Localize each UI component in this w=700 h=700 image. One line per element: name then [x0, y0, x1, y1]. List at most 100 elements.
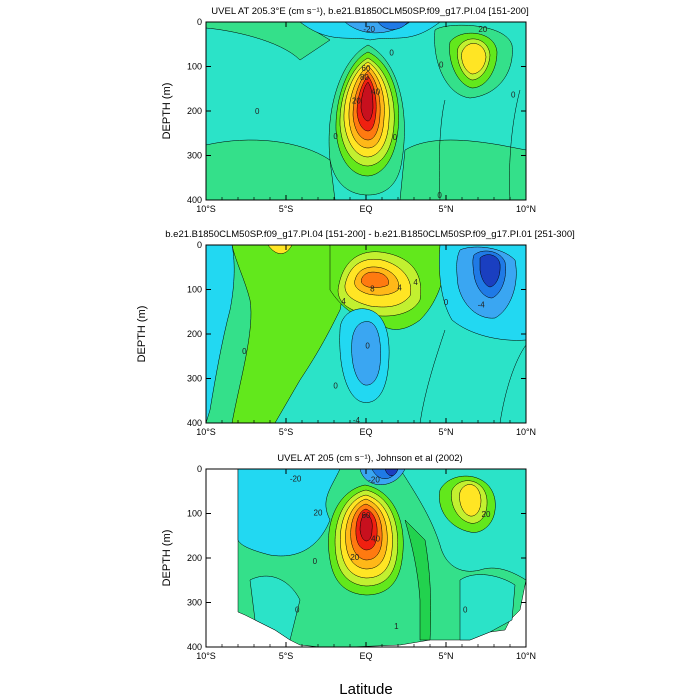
contour-label: -4	[478, 300, 486, 309]
contour-label: 0	[439, 60, 444, 69]
panel-3-title: UVEL AT 205 (cm s⁻¹), Johnson et al (200…	[277, 453, 462, 464]
panel-1: UVEL AT 205.3°E (cm s⁻¹), b.e21.B1850CLM…	[161, 6, 536, 214]
contour-label: 8	[370, 285, 375, 294]
panel-1-fill-band	[360, 81, 374, 122]
y-tick-label: 400	[187, 418, 202, 428]
x-tick-label: 5°N	[438, 427, 453, 437]
contour-label: 60	[362, 64, 371, 73]
contour-label: 0	[511, 91, 516, 100]
x-tick-label: 10°S	[196, 651, 216, 661]
contour-label: 0	[313, 557, 318, 566]
contour-label: 4	[341, 297, 346, 306]
panel-1-fill-band	[461, 43, 487, 75]
y-tick-label: 300	[187, 374, 202, 384]
panel-2-contour-labels: 4 8 4 4 -4 0 0 0 0 -4	[242, 278, 485, 425]
panel-1-fill-band	[399, 139, 526, 200]
panel-2: b.e21.B1850CLM50SP.f09_g17.PI.04 [151-20…	[136, 229, 575, 437]
x-tick-label: 5°S	[279, 204, 294, 214]
panel-3-ylabel: DEPTH (m)	[161, 530, 173, 587]
panel-3-fill-band	[237, 469, 341, 557]
y-tick-label: 200	[187, 329, 202, 339]
x-axis-label: Latitude	[339, 681, 392, 698]
contour-label: -20	[368, 475, 380, 484]
contour-label: 40	[371, 535, 380, 544]
contour-label: 40	[371, 88, 380, 97]
panel-2-contour	[419, 329, 446, 423]
y-tick-label: 200	[187, 553, 202, 563]
y-tick-label: 400	[187, 195, 202, 205]
panel-1-x-ticks: 10°S 5°S EQ 5°N 10°N	[196, 22, 536, 214]
contour-label: 0	[242, 347, 247, 356]
panel-3: UVEL AT 205 (cm s⁻¹), Johnson et al (200…	[161, 453, 536, 661]
x-tick-label: EQ	[359, 204, 372, 214]
panel-1-title: UVEL AT 205.3°E (cm s⁻¹), b.e21.B1850CLM…	[211, 6, 528, 17]
panel-3-fill-band	[359, 513, 373, 542]
panel-1-fill-band	[206, 139, 336, 200]
x-tick-label: 5°S	[279, 427, 294, 437]
panel-2-fill-band	[479, 254, 501, 288]
contour-label: -20	[290, 474, 302, 483]
panel-3-x-ticks: 10°S 5°S EQ 5°N 10°N	[196, 469, 536, 661]
panel-1-contour	[438, 99, 446, 200]
contour-label: 0	[393, 133, 398, 142]
contour-label: 4	[397, 283, 402, 292]
panel-1-plot-area	[206, 22, 526, 200]
panel-1-fill-band	[206, 22, 331, 61]
y-tick-label: 100	[187, 509, 202, 519]
contour-label: 20	[352, 96, 361, 105]
x-tick-label: 10°N	[516, 427, 536, 437]
panel-2-plot-area	[206, 245, 526, 423]
y-tick-label: 100	[187, 62, 202, 72]
contour-label: 0	[255, 107, 260, 116]
x-tick-label: 5°S	[279, 651, 294, 661]
x-tick-label: 10°N	[516, 651, 536, 661]
contour-label: 20	[314, 509, 323, 518]
contour-label: 20	[482, 510, 491, 519]
panel-1-ylabel: DEPTH (m)	[161, 83, 173, 140]
contour-label: 0	[444, 298, 449, 307]
panel-3-fill-band	[459, 484, 482, 517]
contour-label: 0	[437, 191, 442, 200]
x-tick-label: 10°N	[516, 204, 536, 214]
panel-3-plot-area	[206, 469, 526, 647]
x-tick-label: 5°N	[438, 651, 453, 661]
panel-2-ylabel: DEPTH (m)	[136, 306, 148, 363]
y-tick-label: 300	[187, 151, 202, 161]
panel-1-contour	[509, 89, 521, 200]
contour-label: 0	[333, 132, 338, 141]
panel-2-fill-band	[351, 321, 381, 386]
panel-2-fill-band	[206, 245, 235, 423]
y-tick-label: 200	[187, 106, 202, 116]
contour-label: 60	[362, 511, 371, 520]
x-tick-label: 5°N	[438, 204, 453, 214]
contour-label: 0	[463, 605, 468, 614]
contour-label: 1	[394, 622, 399, 631]
panel-2-contour	[499, 344, 526, 423]
y-tick-label: 0	[197, 17, 202, 27]
panel-3-fill-band	[459, 574, 516, 641]
y-tick-label: 0	[197, 240, 202, 250]
y-tick-label: 300	[187, 598, 202, 608]
x-tick-label: EQ	[359, 651, 372, 661]
panel-2-x-ticks: 10°S 5°S EQ 5°N 10°N	[196, 245, 536, 437]
contour-label: 0	[365, 342, 370, 351]
y-tick-label: 0	[197, 464, 202, 474]
contour-label: -20	[363, 25, 375, 34]
contour-label: 0	[389, 48, 394, 57]
y-tick-label: 400	[187, 642, 202, 652]
contour-label: 0	[295, 606, 300, 615]
contour-label: 20	[350, 553, 359, 562]
contour-label: 4	[413, 278, 418, 287]
panel-2-title: b.e21.B1850CLM50SP.f09_g17.PI.04 [151-20…	[165, 229, 575, 240]
panel-3-fill-band	[404, 519, 432, 641]
contour-label: 80	[360, 73, 369, 82]
x-tick-label: 10°S	[196, 427, 216, 437]
x-tick-label: EQ	[359, 427, 372, 437]
panel-3-contour-labels: -20 -20 20 60 40 20 20 0 0 0 1	[290, 474, 491, 631]
contour-label: 0	[333, 381, 338, 390]
